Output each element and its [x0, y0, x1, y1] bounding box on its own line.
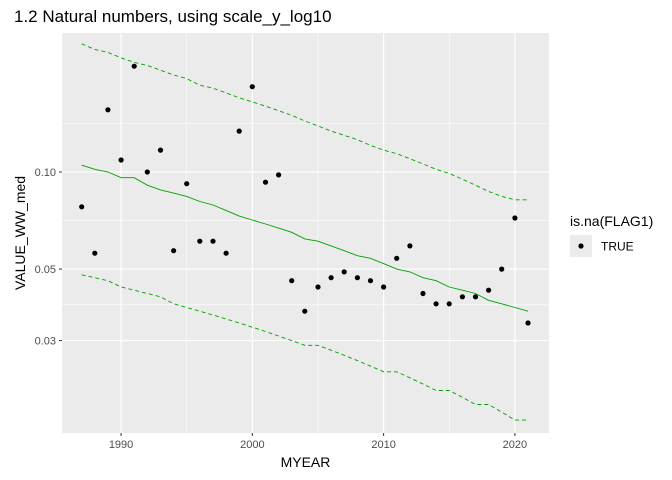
data-point [157, 147, 164, 153]
legend-label-true: TRUE [601, 240, 634, 254]
data-point [525, 320, 531, 326]
legend-marker [578, 243, 584, 249]
data-point [223, 250, 229, 256]
data-point [354, 275, 360, 281]
data-point [315, 284, 321, 290]
grid-major [62, 33, 549, 433]
data-point [446, 301, 452, 307]
data-point [276, 172, 282, 178]
data-point [184, 181, 190, 187]
data-point [236, 128, 242, 134]
data-point [433, 301, 439, 307]
x-axis-title: MYEAR [281, 454, 331, 470]
data-point [79, 204, 85, 210]
data-point [512, 215, 518, 221]
data-point [289, 278, 295, 284]
data-point [459, 294, 465, 300]
legend: is.na(FLAG1) TRUE [570, 213, 653, 257]
data-point [105, 107, 111, 113]
data-point [486, 287, 492, 293]
data-point [328, 275, 334, 281]
series-points [79, 63, 531, 326]
data-point [210, 238, 216, 244]
data-point [262, 179, 269, 185]
data-point [249, 84, 255, 90]
data-point [341, 269, 347, 275]
data-point [302, 308, 308, 314]
data-point [472, 294, 479, 300]
data-point [381, 284, 387, 290]
plot-panel [62, 33, 549, 433]
axis-ticks: 1990 2000 2010 2020 0.03 0.05 0.10 [35, 167, 528, 451]
x-tick-label: 2010 [371, 439, 395, 451]
line-lower [81, 274, 528, 421]
y-tick-label: 0.10 [35, 167, 56, 179]
line-upper [81, 43, 528, 201]
legend-title: is.na(FLAG1) [570, 213, 653, 229]
data-point [499, 266, 505, 272]
grid-minor [62, 33, 549, 433]
x-tick-label: 1990 [109, 439, 133, 451]
data-point [394, 255, 400, 261]
data-point [420, 290, 426, 297]
line-fit [81, 164, 529, 312]
data-point [197, 238, 203, 244]
y-tick-label: 0.05 [35, 264, 56, 276]
y-tick-label: 0.03 [35, 336, 56, 348]
data-point [131, 63, 137, 69]
data-point [171, 248, 177, 254]
data-point [407, 243, 413, 249]
data-point [92, 250, 98, 256]
data-point [118, 157, 124, 163]
x-tick-label: 2020 [503, 439, 527, 451]
chart-title: 1.2 Natural numbers, using scale_y_log10 [14, 7, 332, 26]
series-lines [81, 43, 529, 421]
data-point [144, 169, 150, 175]
data-point [367, 278, 374, 284]
x-tick-label: 2000 [240, 439, 264, 451]
y-axis-title: VALUE_WW_med [12, 176, 28, 290]
